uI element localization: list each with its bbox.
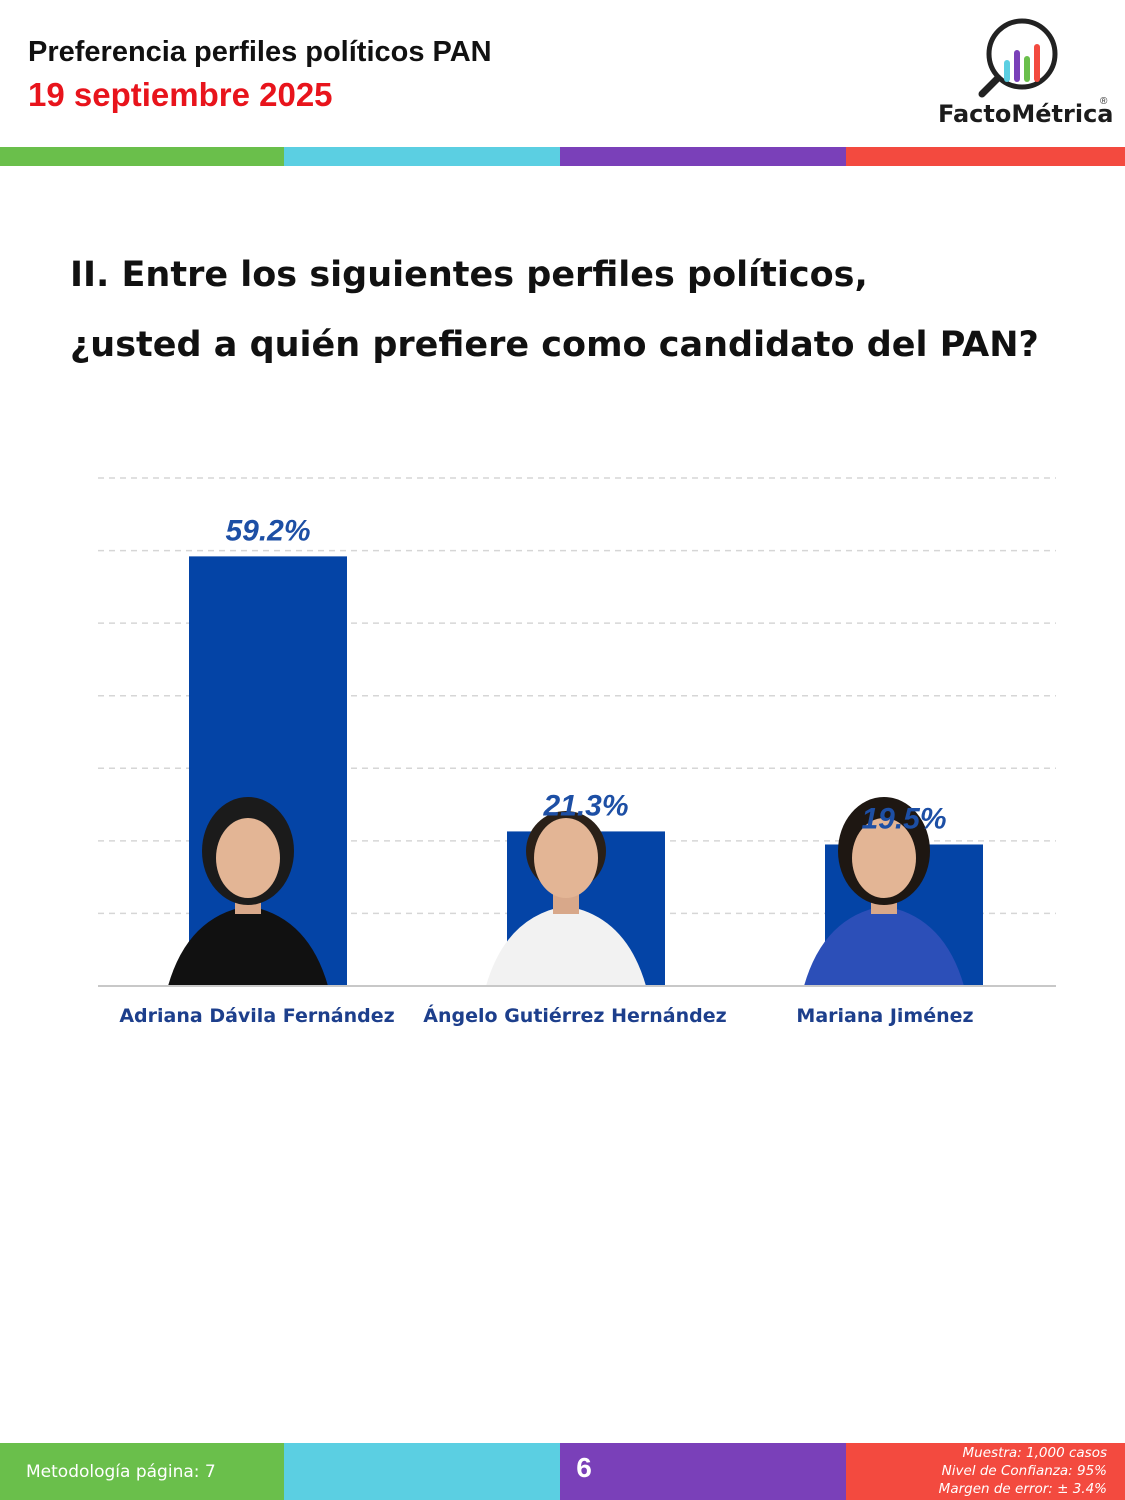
logo-text: FactoMétrica bbox=[938, 100, 1114, 128]
sample-size: Muestra: 1,000 casos bbox=[962, 1445, 1107, 1461]
registered-mark: ® bbox=[1100, 96, 1108, 107]
stripe-cyan bbox=[284, 147, 560, 166]
category-label-2: Ángelo Gutiérrez Hernández bbox=[423, 1005, 727, 1027]
candidate-photo bbox=[168, 797, 328, 986]
magnifier-chart-icon bbox=[978, 18, 1058, 98]
page-number: 6 bbox=[576, 1452, 592, 1483]
stripe-purple bbox=[560, 147, 846, 166]
margin-of-error: Margen de error: ± 3.4% bbox=[938, 1481, 1107, 1497]
footer-red bbox=[846, 1443, 1125, 1500]
page-date: 19 septiembre 2025 bbox=[28, 76, 333, 113]
footer-green bbox=[0, 1443, 284, 1500]
methodology-note: Metodología página: 7 bbox=[26, 1462, 216, 1482]
stripe-red bbox=[846, 147, 1125, 166]
value-label: 19.5% bbox=[861, 802, 946, 835]
stripe-green bbox=[0, 147, 284, 166]
category-label-1: Adriana Dávila Fernández bbox=[119, 1005, 395, 1027]
confidence-level: Nivel de Confianza: 95% bbox=[941, 1463, 1107, 1479]
survey-question: II. Entre los siguientes perfiles políti… bbox=[70, 240, 1039, 380]
candidate-photo bbox=[486, 811, 646, 986]
footer-purple bbox=[560, 1443, 846, 1500]
bar-chart: 59.2% 21.3% 19.5% bbox=[98, 477, 1056, 987]
question-line-2: ¿usted a quién prefiere como candidato d… bbox=[70, 325, 1039, 365]
factometrica-logo: FactoMétrica ® bbox=[930, 14, 1120, 134]
value-label: 59.2% bbox=[225, 514, 310, 547]
category-label-3: Mariana Jiménez bbox=[796, 1005, 974, 1027]
value-label: 21.3% bbox=[542, 789, 628, 822]
footer-cyan bbox=[284, 1443, 560, 1500]
question-line-1: II. Entre los siguientes perfiles políti… bbox=[70, 255, 868, 295]
sample-info: Muestra: 1,000 casos Nivel de Confianza:… bbox=[939, 1444, 1107, 1498]
page-title: Preferencia perfiles políticos PAN bbox=[28, 36, 492, 68]
candidate-photo bbox=[804, 797, 964, 986]
